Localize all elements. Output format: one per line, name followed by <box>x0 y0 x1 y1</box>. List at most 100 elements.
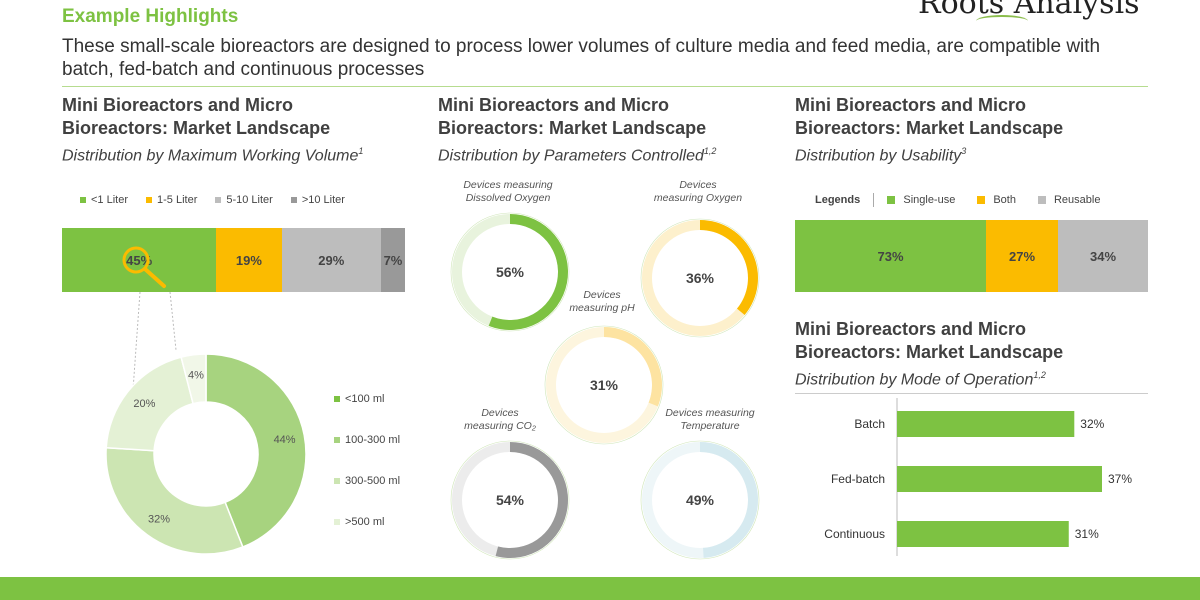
mode-bar-chart: Batch 32% Fed-batch 37% Continuous 31% <box>824 398 1132 556</box>
legend-swatch <box>977 196 986 204</box>
usability-legend-item: Both <box>977 194 1016 206</box>
legend-swatch <box>334 437 340 444</box>
mode-bar-continuous <box>897 521 1069 547</box>
legend-label: <100 ml <box>345 393 385 405</box>
legend-label: <1 Liter <box>91 194 128 206</box>
ring-value-arc <box>700 442 759 558</box>
panel-usability-subtitle: Distribution by Usability3 <box>795 146 967 165</box>
usability-legend-item: Reusable <box>1037 194 1100 206</box>
legend-swatch <box>1037 196 1046 204</box>
ring-caption: Devices <box>481 407 519 419</box>
volume-stacked-bar: 45% 19% 29% 7% <box>62 228 405 292</box>
ring-value-label: 31% <box>590 377 619 393</box>
legend-swatch <box>334 396 340 403</box>
mode-category-label: Continuous <box>824 527 885 541</box>
ring-value-arc <box>488 214 568 330</box>
usability-bar-both: 27% <box>986 220 1058 292</box>
volume-legend-item: 1-5 Liter <box>146 194 197 206</box>
volume-legend: <1 Liter 1-5 Liter 5-10 Liter >10 Liter <box>80 194 363 206</box>
legend-label: 5-10 Liter <box>226 194 273 206</box>
ring-caption: measuring pH <box>569 302 635 314</box>
logo-swirl-icon <box>976 15 1028 27</box>
legend-label: >500 ml <box>345 516 385 528</box>
footer-band <box>0 577 1200 600</box>
panel-params-subtitle: Distribution by Parameters Controlled1,2 <box>438 146 717 165</box>
panel-params-title-line2: Bioreactors: Market Landscape <box>438 118 707 138</box>
ring-caption: measuring CO₂ <box>464 420 536 432</box>
ring-caption: Devices measuring <box>463 179 552 191</box>
sub-donut-slice-100-300-ml <box>105 446 244 555</box>
ring-value-arc <box>700 220 758 315</box>
legend-swatch <box>334 519 340 526</box>
legend-label: Single-use <box>903 193 956 206</box>
zoom-connector-lines <box>132 291 177 391</box>
volume-bar-5-10-liter: 29% <box>281 228 381 292</box>
legend-swatch <box>887 196 896 204</box>
panel-usability-title-line1: Mini Bioreactors and Micro <box>795 95 1027 115</box>
ring-outline <box>640 218 760 338</box>
legend-swatch <box>80 197 86 204</box>
sub-legend-item: >500 ml <box>334 516 424 557</box>
section-label: Example Highlights <box>62 6 239 27</box>
ring-outline <box>450 212 570 332</box>
volume-bar-10-liter: 7% <box>380 228 405 292</box>
ring-caption: Devices measuring <box>665 407 754 419</box>
ring-outline <box>544 325 664 445</box>
ring-value-label: 49% <box>686 492 715 508</box>
sub-legend-item: 100-300 ml <box>334 434 424 475</box>
usability-legend: Legends Single-use Both Reusable <box>815 193 1122 207</box>
ring-value-label: 54% <box>496 492 525 508</box>
sub-liter-donut: 44% 32% 20% 4% <box>105 353 307 555</box>
mode-bar-fed-batch <box>897 466 1102 492</box>
mode-value-label: 31% <box>1075 527 1099 541</box>
intro-text: These small-scale bioreactors are design… <box>62 36 1101 80</box>
ring-value-arc <box>604 327 662 407</box>
panel-usability-title-line2: Bioreactors: Market Landscape <box>795 118 1064 138</box>
legend-label: 300-500 ml <box>345 475 401 487</box>
ring-caption: Devices <box>583 289 621 301</box>
ring-caption: Dissolved Oxygen <box>466 192 551 204</box>
volume-legend-item: 5-10 Liter <box>215 194 273 206</box>
usability-legend-item: Single-use <box>887 194 955 206</box>
panel-volume-title-line1: Mini Bioreactors and Micro <box>62 95 294 115</box>
company-logo: Roots Analysis <box>918 0 1140 21</box>
sub-donut-slice-300-500-ml <box>105 356 194 452</box>
sub-donut-label: 20% <box>133 398 155 410</box>
mode-category-label: Fed-batch <box>831 472 885 486</box>
sub-donut-slice-100-ml <box>205 353 307 548</box>
sub-liter-legend: <100 ml 100-300 ml 300-500 ml >500 ml <box>334 393 424 557</box>
panel-volume-subtitle: Distribution by Maximum Working Volume1 <box>62 146 364 165</box>
ring-value-label: 36% <box>686 270 715 286</box>
legend-swatch <box>334 478 340 485</box>
usability-bar-single-use: 73% <box>795 220 986 292</box>
panel-volume-header: Mini Bioreactors and Micro Bioreactors: … <box>62 94 363 167</box>
sub-donut-slice-500-ml <box>180 353 207 405</box>
panel-params-title-line1: Mini Bioreactors and Micro <box>438 95 670 115</box>
header-divider <box>62 86 1148 87</box>
magnifier-icon <box>122 246 166 288</box>
volume-legend-item: >10 Liter <box>290 194 345 206</box>
sub-legend-item: <100 ml <box>334 393 424 434</box>
volume-legend-item: <1 Liter <box>80 194 128 206</box>
ring-value-label: 56% <box>496 264 525 280</box>
legend-label: Both <box>993 193 1016 206</box>
panel-mode-header: Mini Bioreactors and Micro Bioreactors: … <box>795 318 1063 391</box>
panel-mode-title-line1: Mini Bioreactors and Micro <box>795 319 1027 339</box>
sub-donut-label: 44% <box>274 434 296 446</box>
legend-swatch <box>290 197 297 204</box>
ring-caption: Devices <box>679 179 717 191</box>
ring-outline <box>450 440 570 560</box>
panel-mode-title-line2: Bioreactors: Market Landscape <box>795 342 1064 362</box>
sub-donut-label: 4% <box>188 370 204 382</box>
legend-label: 100-300 ml <box>345 434 401 446</box>
ring-value-arc <box>495 442 568 558</box>
usability-stacked-bar: 73% 27% 34% <box>795 220 1148 292</box>
mode-divider <box>795 393 1148 394</box>
legend-swatch <box>146 197 152 204</box>
mode-bar-batch <box>897 411 1075 437</box>
